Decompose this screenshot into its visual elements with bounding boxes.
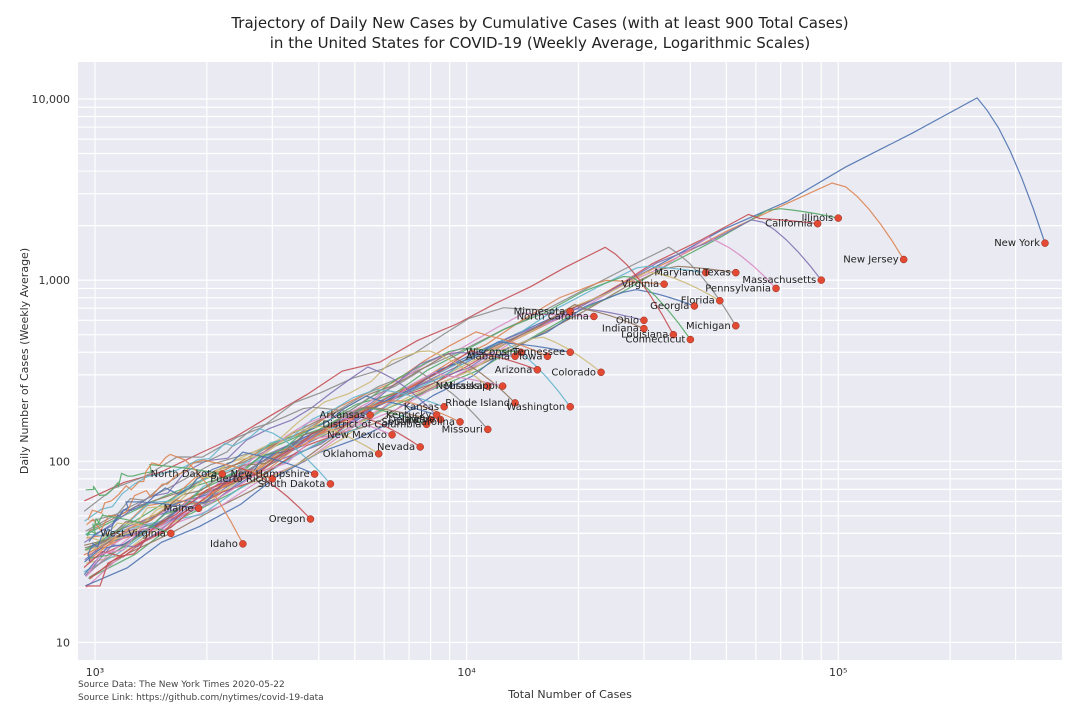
x-axis-label: Total Number of Cases — [507, 688, 632, 701]
label-iowa: Iowa — [519, 351, 542, 362]
endpoint-texas — [732, 269, 739, 276]
label-new-york: New York — [994, 238, 1040, 249]
label-new-mexico: New Mexico — [327, 430, 387, 441]
label-maine: Maine — [164, 503, 194, 514]
label-indiana: Indiana — [602, 324, 639, 335]
label-virginia: Virginia — [621, 279, 659, 290]
endpoints-group — [167, 215, 1048, 548]
endpoint-massachusetts — [818, 277, 825, 284]
endpoint-colorado — [598, 369, 605, 376]
label-new-jersey: New Jersey — [843, 254, 899, 265]
svg-text:10,000: 10,000 — [32, 93, 71, 106]
label-puerto-rico: Puerto Rico — [210, 474, 267, 485]
endpoint-nevada — [417, 443, 424, 450]
gridlines — [78, 62, 1062, 660]
label-oregon: Oregon — [269, 514, 306, 525]
label-nebraska: Nebraska — [436, 381, 483, 392]
endpoint-maine — [195, 505, 202, 512]
endpoint-virginia — [661, 281, 668, 288]
label-utah: Utah — [402, 415, 426, 426]
endpoint-washington — [567, 403, 574, 410]
endpoint-arizona — [534, 366, 541, 373]
endpoint-new-jersey — [900, 256, 907, 263]
label-south-dakota: South Dakota — [258, 479, 326, 490]
label-west-virginia: West Virginia — [100, 528, 165, 539]
source-link-text: Source Link: https://github.com/nytimes/… — [78, 693, 324, 703]
label-rhode-island: Rhode Island — [445, 398, 510, 409]
endpoint-missouri — [484, 426, 491, 433]
endpoint-arkansas — [367, 412, 374, 419]
label-oklahoma: Oklahoma — [323, 449, 374, 460]
title-line-1: Trajectory of Daily New Cases by Cumulat… — [231, 14, 848, 32]
title-line-2: in the United States for COVID-19 (Weekl… — [270, 34, 811, 52]
plot-area: 10³10⁴10⁵101001,00010,000Total Number of… — [78, 62, 1062, 660]
endpoint-ohio — [640, 317, 647, 324]
svg-text:10⁵: 10⁵ — [829, 666, 847, 679]
endpoint-tennessee — [567, 349, 574, 356]
label-california: California — [765, 219, 813, 230]
chart-title: Trajectory of Daily New Cases by Cumulat… — [0, 14, 1080, 53]
label-north-dakota: North Dakota — [151, 469, 218, 480]
label-colorado: Colorado — [551, 367, 596, 378]
svg-text:10: 10 — [56, 636, 70, 649]
label-washington: Washington — [506, 402, 565, 413]
svg-text:10⁴: 10⁴ — [457, 666, 476, 679]
label-nevada: Nevada — [377, 442, 415, 453]
endpoint-west-virginia — [167, 530, 174, 537]
endpoint-michigan — [732, 322, 739, 329]
label-maryland: Maryland — [654, 268, 700, 279]
y-axis-label: Daily Number of Cases (Weekly Average) — [18, 248, 31, 474]
source-data-text: Source Data: The New York Times 2020-05-… — [78, 680, 285, 690]
svg-text:10³: 10³ — [86, 666, 104, 679]
endpoint-florida — [716, 297, 723, 304]
labels-group: New YorkNew JerseyIllinoisCaliforniaMass… — [100, 213, 1040, 550]
label-arkansas: Arkansas — [320, 410, 366, 421]
label-minnesota: Minnesota — [514, 307, 566, 318]
label-michigan: Michigan — [686, 321, 731, 332]
svg-text:1,000: 1,000 — [39, 274, 71, 287]
endpoint-oregon — [307, 516, 314, 523]
endpoint-new-mexico — [389, 431, 396, 438]
endpoint-new-hampshire — [311, 471, 318, 478]
endpoint-idaho — [239, 540, 246, 547]
label-pennsylvania: Pennsylvania — [705, 283, 771, 294]
endpoint-mississippi — [499, 383, 506, 390]
label-georgia: Georgia — [650, 301, 689, 312]
label-idaho: Idaho — [210, 539, 238, 550]
endpoint-new-york — [1041, 240, 1048, 247]
label-texas: Texas — [702, 268, 731, 279]
svg-text:100: 100 — [49, 455, 70, 468]
endpoint-connecticut — [687, 336, 694, 343]
axes: 10³ 10⁴ 10⁵ 10 100 1,000 10,000 Total Number of… — [18, 93, 847, 701]
label-alabama: Alabama — [466, 351, 510, 362]
label-arizona: Arizona — [495, 365, 533, 376]
chart-container: Trajectory of Daily New Cases by Cumulat… — [0, 0, 1080, 720]
endpoint-illinois — [835, 215, 842, 222]
endpoint-south-dakota — [327, 480, 334, 487]
endpoint-north-carolina — [590, 313, 597, 320]
